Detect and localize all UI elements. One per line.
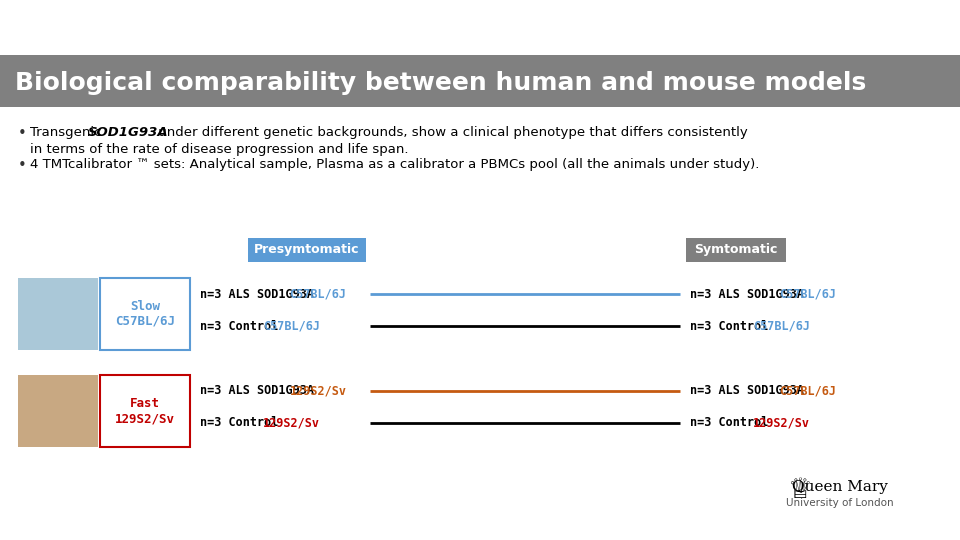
Text: University of London: University of London (786, 498, 894, 508)
Text: n=3 ALS SOD1G93A: n=3 ALS SOD1G93A (200, 384, 322, 397)
Text: 129S2/Sv: 129S2/Sv (290, 384, 347, 397)
Text: in terms of the rate of disease progression and life span.: in terms of the rate of disease progress… (30, 143, 409, 156)
Bar (248, 238, 366, 262)
Text: Fast
129S2/Sv: Fast 129S2/Sv (115, 397, 175, 425)
Bar (0, 55, 960, 107)
Text: Symtomatic: Symtomatic (694, 244, 778, 256)
Text: n=3 ALS SOD1G93A: n=3 ALS SOD1G93A (690, 384, 811, 397)
Text: C57BL/6J: C57BL/6J (780, 384, 836, 397)
Text: 4 TMTcalibrator ™ sets: Analytical sample, Plasma as a calibrator a PBMCs pool (: 4 TMTcalibrator ™ sets: Analytical sampl… (30, 158, 759, 171)
Text: 129S2/Sv: 129S2/Sv (263, 416, 321, 429)
Bar (100, 278, 190, 350)
Bar (18, 278, 98, 350)
Text: 129S2/Sv: 129S2/Sv (754, 416, 810, 429)
Text: C57BL/6J: C57BL/6J (263, 320, 321, 333)
Text: Presymtomatic: Presymtomatic (254, 244, 360, 256)
Text: ♕: ♕ (787, 476, 812, 504)
Text: C57BL/6J: C57BL/6J (780, 287, 836, 300)
Text: n=3 Control: n=3 Control (690, 416, 776, 429)
Text: Biological comparability between human and mouse models: Biological comparability between human a… (15, 71, 866, 95)
Bar (18, 375, 98, 447)
Bar (100, 375, 190, 447)
Text: C57BL/6J: C57BL/6J (290, 287, 347, 300)
Text: n=3 ALS SOD1G93A: n=3 ALS SOD1G93A (690, 287, 811, 300)
Text: SOD1G93A: SOD1G93A (88, 126, 169, 139)
Text: n=3 ALS SOD1G93A: n=3 ALS SOD1G93A (200, 287, 322, 300)
Text: Slow
C57BL/6J: Slow C57BL/6J (115, 300, 175, 328)
Text: •: • (18, 126, 27, 141)
Text: Transgenic: Transgenic (30, 126, 106, 139)
Text: n=3 Control: n=3 Control (200, 320, 285, 333)
Text: under different genetic backgrounds, show a clinical phenotype that differs cons: under different genetic backgrounds, sho… (154, 126, 748, 139)
Text: n=3 Control: n=3 Control (690, 320, 776, 333)
Text: Queen Mary: Queen Mary (792, 480, 888, 494)
Text: •: • (18, 158, 27, 173)
Bar (686, 238, 786, 262)
Text: n=3 Control: n=3 Control (200, 416, 285, 429)
Text: C57BL/6J: C57BL/6J (754, 320, 810, 333)
